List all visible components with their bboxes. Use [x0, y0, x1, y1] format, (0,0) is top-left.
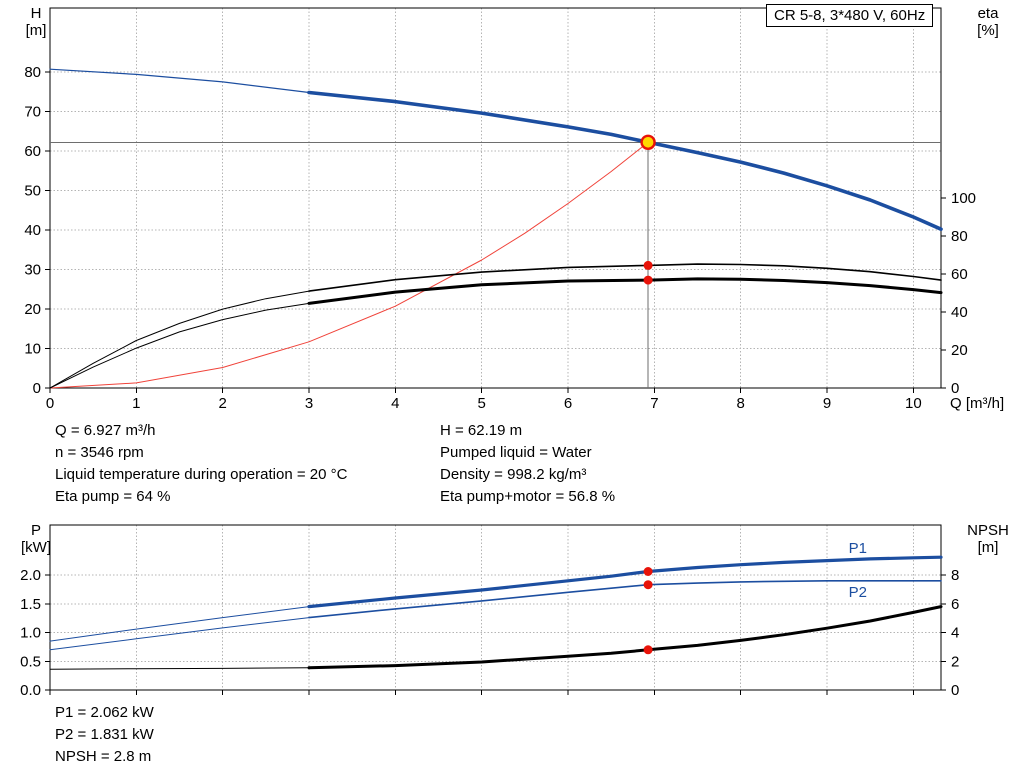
x-tick-label: 4	[391, 395, 399, 412]
left-tick-label: 0.0	[20, 682, 41, 699]
npsh-point[interactable]	[643, 645, 653, 655]
eta-pump-motor-text: Eta pump+motor = 56.8 %	[440, 488, 616, 505]
right-axis-title: [%]	[977, 22, 999, 39]
x-tick-label: 2	[219, 395, 227, 412]
right-tick-label: 0	[951, 380, 959, 397]
power-npsh-chart: 0.0 0.5 1.0 1.5 2.0 0 2 4 6 8 P1 P2 P[kW] NPSH[m]	[20, 522, 1009, 699]
npsh-curve-extension	[49, 667, 310, 670]
right-tick-label: 4	[951, 625, 959, 642]
left-tick-label: 0.5	[20, 653, 41, 670]
left-axis-title: P	[31, 522, 41, 539]
p2-curve-extension	[49, 617, 310, 651]
p1-curve	[307, 555, 943, 609]
eta-pump-motor-curve-extension	[49, 302, 310, 389]
eta-pump-curve	[308, 263, 942, 292]
eta-pump-motor-point[interactable]	[643, 275, 653, 285]
p1-curve-extension	[49, 606, 310, 642]
npsh-curve	[307, 605, 943, 670]
p2-value-text: P2 = 1.831 kW	[55, 726, 154, 743]
left-tick-label: 0	[33, 380, 41, 397]
right-tick-label: 100	[951, 190, 976, 207]
pump-model-box: CR 5-8, 3*480 V, 60Hz	[766, 4, 934, 27]
density-text: Density = 998.2 kg/m³	[440, 466, 587, 483]
left-tick-label: 70	[24, 103, 41, 120]
left-axis-title: H	[31, 5, 42, 22]
x-tick-label: 6	[564, 395, 572, 412]
right-tick-label: 20	[951, 342, 968, 359]
right-axis-title: eta	[978, 5, 1000, 22]
p1-point[interactable]	[643, 567, 653, 576]
left-tick-label: 2.0	[20, 567, 41, 584]
operating-info-right-column: H = 62.19 m Pumped liquid = Water Densit…	[440, 420, 825, 508]
x-tick-label: 3	[305, 395, 313, 412]
liquid-temp-text: Liquid temperature during operation = 20…	[55, 466, 348, 483]
p2-label: P2	[849, 584, 867, 601]
operating-info-left-column: Q = 6.927 m³/h n = 3546 rpm Liquid tempe…	[55, 420, 440, 508]
x-tick-label: 1	[132, 395, 140, 412]
p1-label: P1	[849, 540, 867, 557]
left-axis-title: [m]	[26, 22, 47, 39]
pumped-liquid-text: Pumped liquid = Water	[440, 444, 592, 461]
x-tick-label: 0	[46, 395, 54, 412]
right-tick-label: 6	[951, 596, 959, 613]
eta-pump-text: Eta pump = 64 %	[55, 488, 171, 505]
left-tick-label: 1.5	[20, 596, 41, 613]
left-tick-label: 20	[24, 301, 41, 318]
left-tick-label: 1.0	[20, 625, 41, 642]
plot-frame	[49, 7, 942, 389]
right-axis-title: [m]	[978, 539, 999, 556]
right-tick-label: 40	[951, 304, 968, 321]
plot-frame	[49, 524, 942, 691]
flow-value-text: Q = 6.927 m³/h	[55, 422, 156, 439]
speed-value-text: n = 3546 rpm	[55, 444, 144, 461]
eta-pump-motor-curve	[307, 277, 943, 305]
left-tick-label: 10	[24, 340, 41, 357]
power-npsh-info: P1 = 2.062 kW P2 = 1.831 kW NPSH = 2.8 m	[55, 702, 154, 768]
duty-point-marker[interactable]	[640, 134, 656, 151]
p1-value-text: P1 = 2.062 kW	[55, 704, 154, 721]
x-tick-label: 8	[737, 395, 745, 412]
left-tick-label: 50	[24, 182, 41, 199]
right-tick-label: 8	[951, 567, 959, 584]
npsh-value-text: NPSH = 2.8 m	[55, 748, 152, 765]
x-tick-label: 5	[478, 395, 486, 412]
x-axis-title: Q [m³/h]	[950, 395, 1004, 412]
eta-pump-curve-extension	[49, 290, 310, 389]
hq-performance-chart: 0 1 2 3 4 5 6 7 8 9 100102030405060708002040608010…	[24, 5, 1004, 412]
right-tick-label: 60	[951, 266, 968, 283]
eta-pump-point[interactable]	[643, 260, 653, 270]
head-value-text: H = 62.19 m	[440, 422, 523, 439]
left-tick-label: 60	[24, 143, 41, 160]
right-axis-title: NPSH	[967, 522, 1009, 539]
right-tick-label: 0	[951, 682, 959, 699]
p2-point[interactable]	[643, 580, 653, 590]
h-curve	[307, 90, 943, 231]
right-tick-label: 2	[951, 653, 959, 670]
x-tick-label: 10	[905, 395, 922, 412]
operating-point-info: Q = 6.927 m³/h n = 3546 rpm Liquid tempe…	[55, 420, 825, 508]
left-axis-title: [kW]	[21, 539, 51, 556]
p2-curve	[308, 580, 942, 619]
left-tick-label: 40	[24, 222, 41, 239]
pump-model-label: CR 5-8, 3*480 V, 60Hz	[774, 7, 926, 24]
x-tick-label: 9	[823, 395, 831, 412]
left-tick-label: 30	[24, 261, 41, 278]
right-tick-label: 80	[951, 228, 968, 245]
left-tick-label: 80	[24, 64, 41, 81]
x-tick-label: 7	[650, 395, 658, 412]
system-curve	[49, 141, 649, 389]
h-curve-extension	[49, 68, 310, 94]
